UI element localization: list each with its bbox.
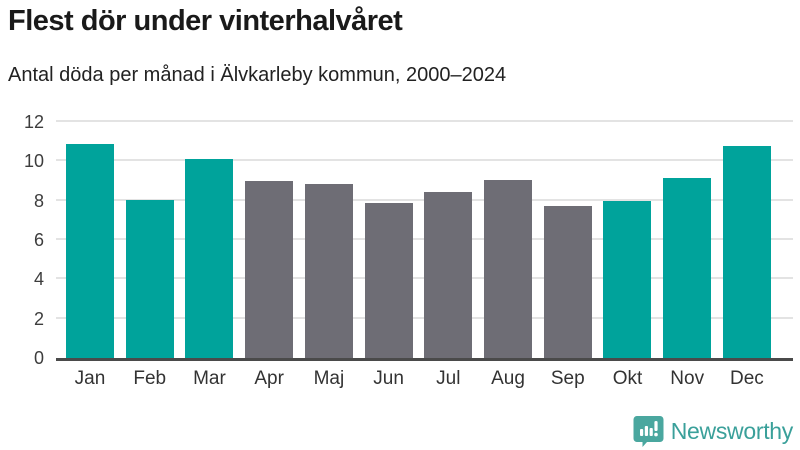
bar-maj [304, 183, 353, 358]
x-tick-label: Aug [491, 368, 525, 389]
plot-area [56, 120, 793, 361]
y-tick-label: 12 [23, 112, 44, 132]
x-tick-label: Dec [730, 368, 764, 389]
x-tick-label: Mar [193, 368, 226, 389]
bar-okt [603, 200, 652, 358]
x-tick-label: Jan [74, 368, 106, 389]
chart-subtitle: Antal döda per månad i Älvkarleby kommun… [8, 64, 507, 86]
x-tick-label: Sep [550, 368, 585, 389]
y-tick-label: 10 [23, 151, 44, 172]
x-tick-label: Jul [436, 368, 461, 389]
page-title: Flest dör under vinterhalvåret [8, 5, 403, 37]
x-tick-label: Feb [133, 368, 167, 389]
bar-mar [185, 159, 234, 358]
speech-bubble-bar-chart-icon [633, 416, 664, 447]
bar-feb [125, 199, 174, 358]
bar-sep [543, 205, 592, 358]
x-axis: Jan Feb Mar Apr Maj Jun Jul Aug Sep Okt Nov Dec [56, 368, 793, 390]
bar-aug [484, 180, 533, 358]
bar-apr [245, 181, 294, 358]
grid-line [56, 120, 793, 122]
x-tick-label: Jun [373, 368, 404, 389]
brand-name: Newsworthy [670, 417, 794, 444]
x-tick-label: Nov [670, 368, 705, 389]
x-tick-label: Apr [254, 368, 284, 389]
y-axis: 0 2 4 6 8 10 12 [0, 113, 44, 367]
bar-jul [424, 191, 473, 358]
bar-series [56, 122, 793, 358]
y-tick-label: 8 [33, 190, 44, 211]
y-tick-label: 4 [33, 269, 44, 290]
bar-jun [364, 202, 413, 358]
y-tick-label: 6 [33, 230, 44, 250]
x-tick-label: Maj [313, 368, 345, 389]
bar-jan [66, 143, 114, 358]
x-tick-label: Okt [612, 368, 643, 389]
bar-nov [663, 178, 712, 358]
grid-line [56, 159, 793, 162]
brand-logo: Newsworthy [633, 415, 793, 447]
bar-dec [722, 145, 771, 358]
y-tick-label: 2 [33, 308, 44, 329]
y-tick-label: 0 [33, 348, 44, 368]
